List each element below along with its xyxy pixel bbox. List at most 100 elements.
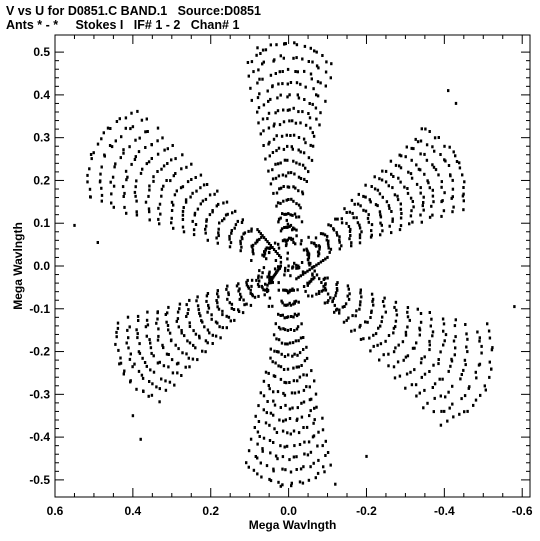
uv-point bbox=[425, 143, 429, 147]
uv-point bbox=[419, 320, 423, 324]
uv-point bbox=[405, 372, 409, 376]
uv-point bbox=[289, 213, 292, 217]
uv-point bbox=[347, 316, 350, 320]
uv-point bbox=[273, 267, 277, 271]
uv-point bbox=[240, 245, 243, 249]
uv-point bbox=[411, 346, 415, 350]
uv-point bbox=[345, 318, 348, 322]
tick-labels: 0.6 0.4 0.2 0.0 -0.2 -0.4 -0.6 0.5 0.4 0.3 0.2 0.1 0… bbox=[29, 45, 533, 518]
uv-point bbox=[418, 326, 421, 330]
uv-point bbox=[281, 455, 285, 459]
uv-point bbox=[259, 391, 262, 395]
uv-point bbox=[292, 133, 296, 137]
uv-point bbox=[350, 198, 354, 202]
uv-point bbox=[283, 158, 287, 162]
uv-point bbox=[215, 236, 218, 240]
uv-point bbox=[234, 209, 237, 213]
uv-point bbox=[266, 275, 269, 279]
uv-point bbox=[258, 237, 261, 241]
uv-point bbox=[287, 171, 290, 175]
uv-point bbox=[490, 367, 493, 371]
uv-point bbox=[216, 305, 219, 309]
uv-point bbox=[120, 135, 123, 139]
uv-point bbox=[392, 365, 396, 369]
uv-point bbox=[304, 166, 307, 170]
uv-point bbox=[314, 106, 318, 110]
uv-point bbox=[392, 331, 395, 335]
uv-point bbox=[274, 454, 278, 458]
uv-point bbox=[272, 191, 275, 195]
uv-point bbox=[181, 218, 185, 221]
uv-point bbox=[322, 288, 325, 292]
uv-point bbox=[290, 145, 293, 149]
uv-point bbox=[193, 213, 196, 217]
uv-point bbox=[211, 333, 214, 337]
uv-point bbox=[266, 246, 270, 250]
uv-point bbox=[309, 143, 312, 147]
uv-point bbox=[205, 294, 209, 298]
uv-point bbox=[312, 434, 316, 438]
uv-point bbox=[253, 426, 256, 429]
uv-point bbox=[308, 116, 312, 120]
uv-point bbox=[228, 245, 232, 249]
uv-point bbox=[437, 173, 440, 177]
uv-point bbox=[324, 84, 327, 88]
uv-point bbox=[378, 192, 382, 196]
uv-point bbox=[318, 247, 321, 251]
uv-point bbox=[239, 249, 242, 253]
uv-point bbox=[88, 187, 92, 191]
uv-point bbox=[314, 476, 317, 480]
uv-point bbox=[287, 264, 290, 268]
uv-point bbox=[307, 261, 311, 265]
uv-point bbox=[250, 229, 253, 233]
uv-point bbox=[144, 130, 147, 134]
uv-point bbox=[135, 387, 138, 391]
uv-point bbox=[124, 169, 128, 173]
uv-point bbox=[301, 481, 305, 485]
uv-point bbox=[264, 370, 268, 374]
uv-point bbox=[299, 467, 303, 471]
uv-point bbox=[141, 376, 145, 380]
uv-point bbox=[266, 290, 269, 294]
uv-point bbox=[126, 315, 130, 319]
uv-point bbox=[302, 336, 305, 339]
uv-point bbox=[454, 154, 457, 158]
uv-point bbox=[261, 286, 264, 290]
uv-point bbox=[332, 296, 335, 300]
uv-point bbox=[323, 470, 326, 474]
uv-point bbox=[255, 53, 258, 57]
uv-point bbox=[442, 209, 446, 213]
uv-point bbox=[399, 224, 403, 228]
uv-point bbox=[199, 202, 202, 206]
uv-point bbox=[368, 198, 371, 202]
uv-point bbox=[247, 229, 250, 233]
uv-point bbox=[388, 224, 391, 228]
uv-point bbox=[313, 418, 316, 422]
uv-point bbox=[343, 207, 346, 211]
uv-point bbox=[387, 364, 390, 368]
uv-point bbox=[415, 341, 418, 345]
uv-point bbox=[188, 365, 191, 369]
uv-point bbox=[297, 365, 300, 369]
uv-point bbox=[395, 308, 398, 312]
uv-point bbox=[263, 293, 266, 297]
uv-point bbox=[297, 266, 301, 269]
uv-point bbox=[412, 147, 415, 151]
uv-point bbox=[128, 357, 132, 361]
uv-point bbox=[216, 289, 219, 293]
uv-point bbox=[414, 137, 417, 141]
uv-point bbox=[338, 240, 341, 244]
uv-point bbox=[194, 346, 197, 350]
uv-point bbox=[168, 331, 172, 335]
uv-point bbox=[295, 228, 298, 232]
uv-point bbox=[513, 305, 516, 309]
uv-point bbox=[210, 317, 213, 321]
uv-point bbox=[185, 165, 188, 169]
uv-point bbox=[259, 52, 262, 55]
uv-point bbox=[281, 70, 284, 73]
uv-point bbox=[230, 229, 233, 232]
uv-point bbox=[216, 189, 219, 193]
uv-point bbox=[292, 199, 295, 203]
uv-point bbox=[281, 239, 285, 243]
uv-point bbox=[464, 323, 467, 326]
